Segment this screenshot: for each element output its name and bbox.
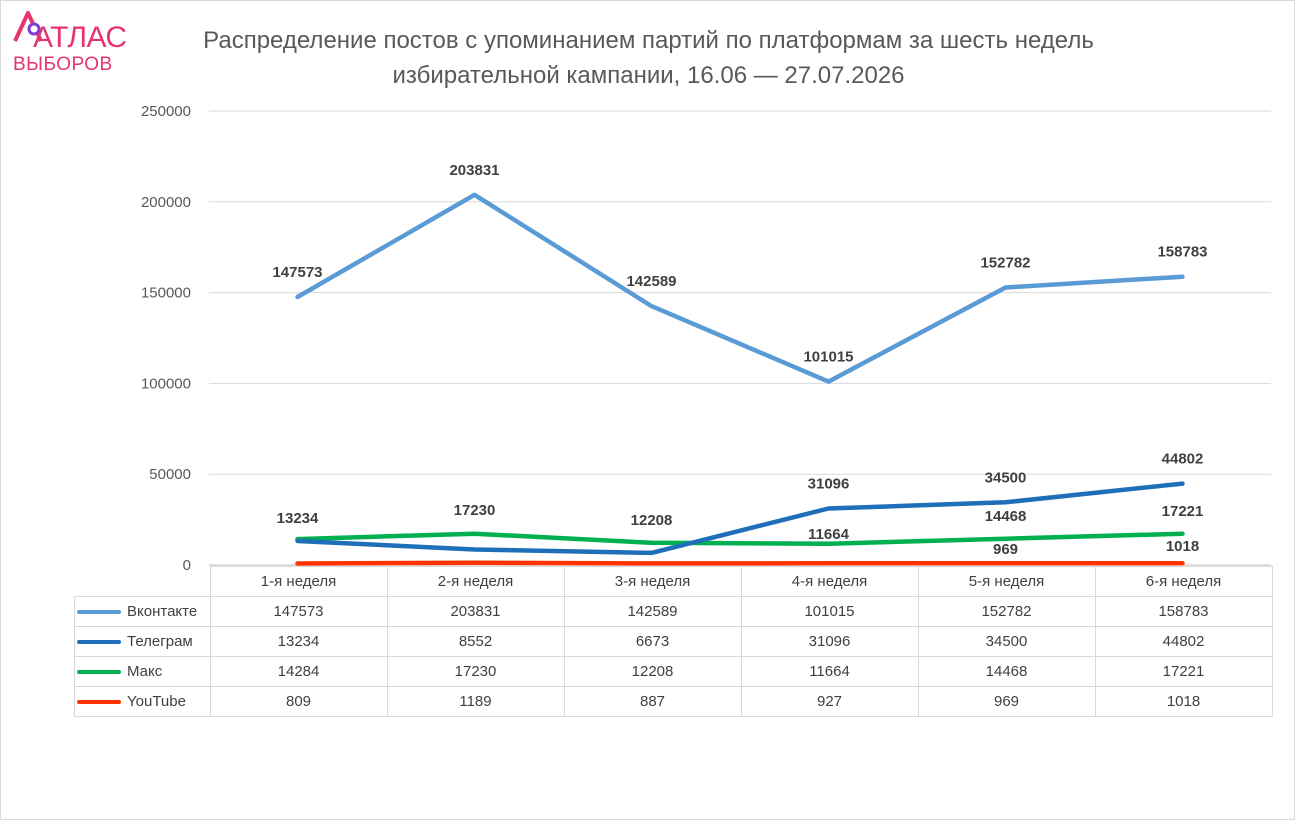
data-label: 17230 (454, 502, 496, 519)
series-line-4 (295, 560, 1185, 566)
data-label: 13234 (277, 510, 319, 527)
table-row: YouTube 809 1189 887 927 969 1018 (74, 686, 1273, 717)
data-label: 203831 (449, 162, 499, 179)
table-corner (74, 566, 211, 597)
table-value-cell: 158783 (1094, 596, 1273, 627)
legend-key (77, 700, 121, 705)
series-name: YouTube (127, 693, 186, 710)
table-value-cell: 12208 (563, 656, 742, 687)
series-name: Вконтакте (127, 603, 198, 620)
y-axis-ticks: 0 50000 100000 150000 200000 250000 (141, 103, 191, 574)
chart-title: Распределение постов с упоминанием парти… (203, 27, 1094, 89)
series-lines (295, 192, 1185, 566)
data-table: 1-я неделя 2-я неделя 3-я неделя 4-я неделя… (74, 566, 1273, 717)
table-value-cell: 14284 (209, 656, 388, 687)
category-label: 2-я неделя (386, 566, 565, 597)
table-value-cell: 1018 (1094, 686, 1273, 717)
table-value-cell: 927 (740, 686, 919, 717)
table-value-cell: 13234 (209, 626, 388, 657)
legend-key (77, 610, 121, 615)
logo-sub-text: ВЫБОРОВ (13, 54, 113, 75)
table-value-cell: 34500 (917, 626, 1096, 657)
data-label: 31096 (808, 476, 850, 493)
data-label: 147573 (272, 264, 322, 281)
data-label: 44802 (1162, 451, 1204, 468)
table-value-cell: 142589 (563, 596, 742, 627)
legend-key (77, 670, 121, 675)
table-row: Телеграм 13234 8552 6673 31096 34500 44802 (74, 626, 1273, 657)
series-line-2 (295, 481, 1185, 556)
data-label: 11664 (808, 526, 850, 543)
series-name-cell: Телеграм (74, 626, 211, 657)
table-value-cell: 1189 (386, 686, 565, 717)
table-value-cell: 17221 (1094, 656, 1273, 687)
data-label: 1018 (1166, 538, 1199, 555)
series-name-cell: Макс (74, 656, 211, 687)
data-label: 17221 (1162, 503, 1204, 520)
table-value-cell: 14468 (917, 656, 1096, 687)
logo-main-text: АТЛАС (33, 21, 127, 54)
legend-key (77, 640, 121, 645)
series-name: Телеграм (127, 633, 193, 650)
y-tick-label: 50000 (149, 466, 191, 483)
table-value-cell: 152782 (917, 596, 1096, 627)
category-label: 4-я неделя (740, 566, 919, 597)
table-value-cell: 887 (563, 686, 742, 717)
data-label: 34500 (985, 469, 1027, 486)
table-value-cell: 31096 (740, 626, 919, 657)
y-tick-label: 100000 (141, 375, 191, 392)
data-labels: 147573 203831 142589 101015 152782 158783 1323… (272, 162, 1207, 558)
logo-mark-icon (13, 11, 43, 42)
data-label: 12208 (631, 512, 673, 529)
category-label: 6-я неделя (1094, 566, 1273, 597)
y-tick-label: 150000 (141, 285, 191, 302)
data-label: 158783 (1157, 244, 1207, 261)
category-label: 5-я неделя (917, 566, 1096, 597)
table-value-cell: 11664 (740, 656, 919, 687)
y-tick-label: 200000 (141, 194, 191, 211)
series-name-cell: YouTube (74, 686, 211, 717)
table-row: Макс 14284 17230 12208 11664 14468 17221 (74, 656, 1273, 687)
series-line-3 (295, 531, 1185, 547)
series-line-1 (295, 192, 1185, 384)
logo: АТЛАС ВЫБОРОВ (11, 9, 127, 75)
grid-lines (209, 110, 1271, 566)
data-label: 142589 (626, 273, 676, 290)
table-value-cell: 203831 (386, 596, 565, 627)
data-label: 152782 (980, 255, 1030, 272)
table-value-cell: 8552 (386, 626, 565, 657)
table-value-cell: 147573 (209, 596, 388, 627)
table-row: Вконтакте 147573 203831 142589 101015 152782 1… (74, 596, 1273, 627)
y-tick-label: 0 (183, 557, 191, 574)
y-tick-label: 250000 (141, 103, 191, 120)
table-value-cell: 809 (209, 686, 388, 717)
data-label: 101015 (803, 349, 853, 366)
data-label: 969 (993, 541, 1018, 558)
table-value-cell: 6673 (563, 626, 742, 657)
series-name: Макс (127, 663, 163, 680)
table-value-cell: 17230 (386, 656, 565, 687)
category-label: 3-я неделя (563, 566, 742, 597)
table-value-cell: 101015 (740, 596, 919, 627)
series-name-cell: Вконтакте (74, 596, 211, 627)
data-label: 14468 (985, 508, 1027, 525)
table-value-cell: 44802 (1094, 626, 1273, 657)
table-value-cell: 969 (917, 686, 1096, 717)
category-label: 1-я неделя (209, 566, 388, 597)
table-header-row: 1-я неделя 2-я неделя 3-я неделя 4-я неделя… (74, 566, 1273, 597)
